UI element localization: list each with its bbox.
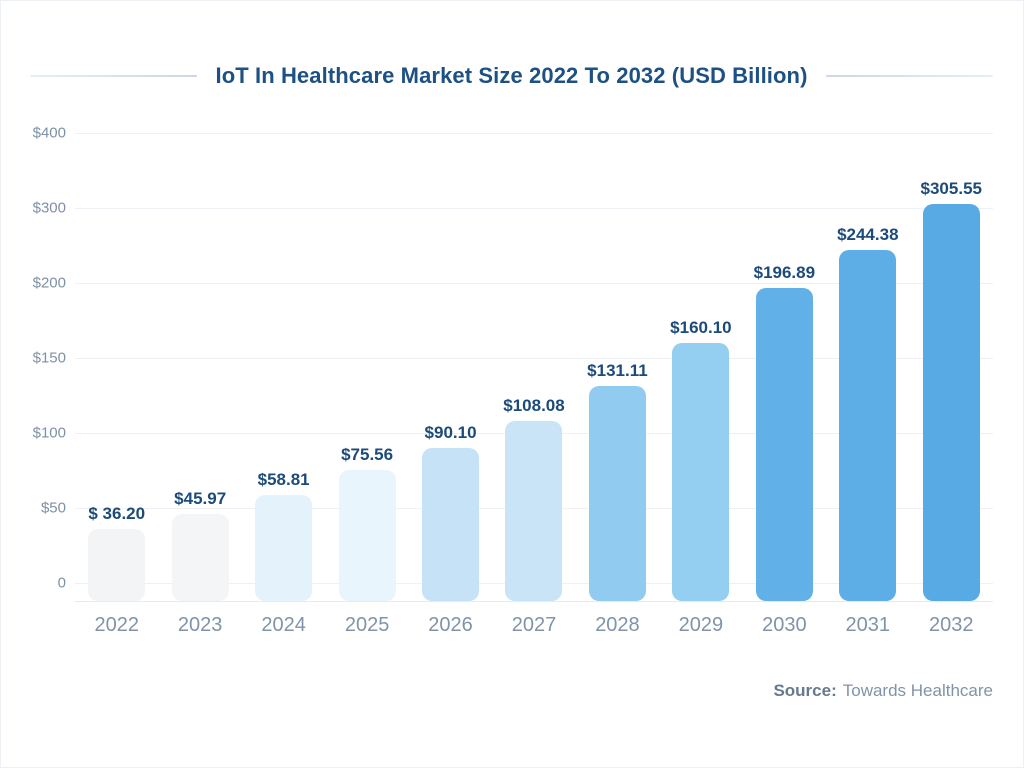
bar-value-label: $244.38 (837, 225, 899, 244)
bar-value-label: $45.97 (174, 489, 227, 508)
plot-area: $ 36.20 $45.97 $58.81 $75.56 $90.10 $108.08 $1… (75, 110, 993, 655)
bar-value-label: $196.89 (753, 263, 816, 282)
bar-2026: $90.10 (422, 424, 480, 601)
y-tick-label: 0 (57, 574, 66, 592)
x-tick-label-2023: 2023 (177, 614, 223, 636)
bar-2031: $244.38 (837, 226, 899, 601)
bar-slot-2028: $131.11 (576, 110, 659, 601)
x-tick-label-2029: 2029 (678, 614, 724, 636)
bar-slot-2027: $108.08 (492, 110, 575, 601)
source-label: Source: (773, 681, 837, 700)
bar-value-label: $305.55 (920, 179, 982, 198)
gridline (75, 208, 993, 209)
y-tick-label: $400 (32, 124, 66, 142)
bar-2023: $45.97 (171, 490, 229, 601)
x-tick-label-2025: 2025 (344, 614, 390, 636)
bar-value-label: $131.11 (587, 361, 648, 380)
title-row: IoT In Healthcare Market Size 2022 To 20… (30, 63, 994, 89)
bar-value-label: $75.56 (341, 445, 394, 464)
bar-value-label: $ 36.20 (88, 504, 146, 523)
bar-value-label: $108.08 (503, 396, 565, 415)
bar-value-label: $58.81 (257, 470, 310, 489)
gridline (75, 283, 993, 284)
y-tick-label: $300 (32, 199, 66, 217)
x-tick-label-2024: 2024 (261, 614, 306, 636)
bar-2030: $196.89 (754, 264, 815, 601)
x-tick-label-2027: 2027 (511, 614, 557, 636)
gridline (75, 133, 993, 134)
bar-2029: $160.10 (670, 319, 732, 601)
bar-series: $ 36.20 $45.97 $58.81 $75.56 $90.10 $108.08 $1… (75, 110, 993, 601)
bar-slot-2024: $58.81 (242, 110, 325, 601)
bar-slot-2026: $90.10 (409, 110, 492, 601)
x-tick-label-2032: 2032 (929, 614, 974, 636)
source-note: Source: Towards Healthcare (773, 681, 993, 701)
bar-2024: $58.81 (255, 471, 313, 601)
title-decorative-line-left (30, 75, 198, 77)
x-tick-label-2028: 2028 (595, 614, 640, 636)
x-tick-label-2030: 2030 (762, 614, 807, 636)
bar-2022: $ 36.20 (88, 505, 146, 601)
bar-slot-2030: $196.89 (743, 110, 826, 601)
bar-slot-2022: $ 36.20 (75, 110, 158, 601)
bar-value-label: $90.10 (424, 423, 477, 442)
bar-slot-2032: $305.55 (910, 110, 993, 601)
x-tick-label-2022: 2022 (94, 614, 139, 636)
gridline (75, 358, 993, 359)
y-tick-label: $50 (40, 499, 66, 517)
bar-slot-2029: $160.10 (659, 110, 742, 601)
x-axis: 2022 2023 2024 2025 2026 2027 2028 2029 2030 2031… (75, 612, 993, 638)
x-tick-label-2031: 2031 (845, 614, 891, 636)
x-axis-line (75, 601, 993, 602)
bar-2032: $305.55 (921, 180, 982, 601)
page-title: IoT In Healthcare Market Size 2022 To 20… (215, 63, 808, 88)
source-value: Towards Healthcare (842, 681, 993, 700)
bar-slot-2025: $75.56 (325, 110, 408, 601)
bar-slot-2031: $244.38 (826, 110, 909, 601)
bar-2027: $108.08 (503, 397, 565, 601)
y-tick-label: $100 (32, 424, 66, 442)
bar-chart: $400 $300 $200 $150 $100 $50 0 $ 36.20 $45.97 $5… (30, 110, 993, 655)
x-tick-label-2026: 2026 (428, 614, 473, 636)
bar-value-label: $160.10 (670, 318, 732, 337)
y-tick-label: $150 (32, 349, 66, 367)
bar-2025: $75.56 (338, 446, 396, 601)
y-tick-label: $200 (32, 274, 66, 292)
bar-slot-2023: $45.97 (158, 110, 241, 601)
title-decorative-line-right (825, 75, 994, 77)
bar-2028: $131.11 (587, 362, 648, 601)
